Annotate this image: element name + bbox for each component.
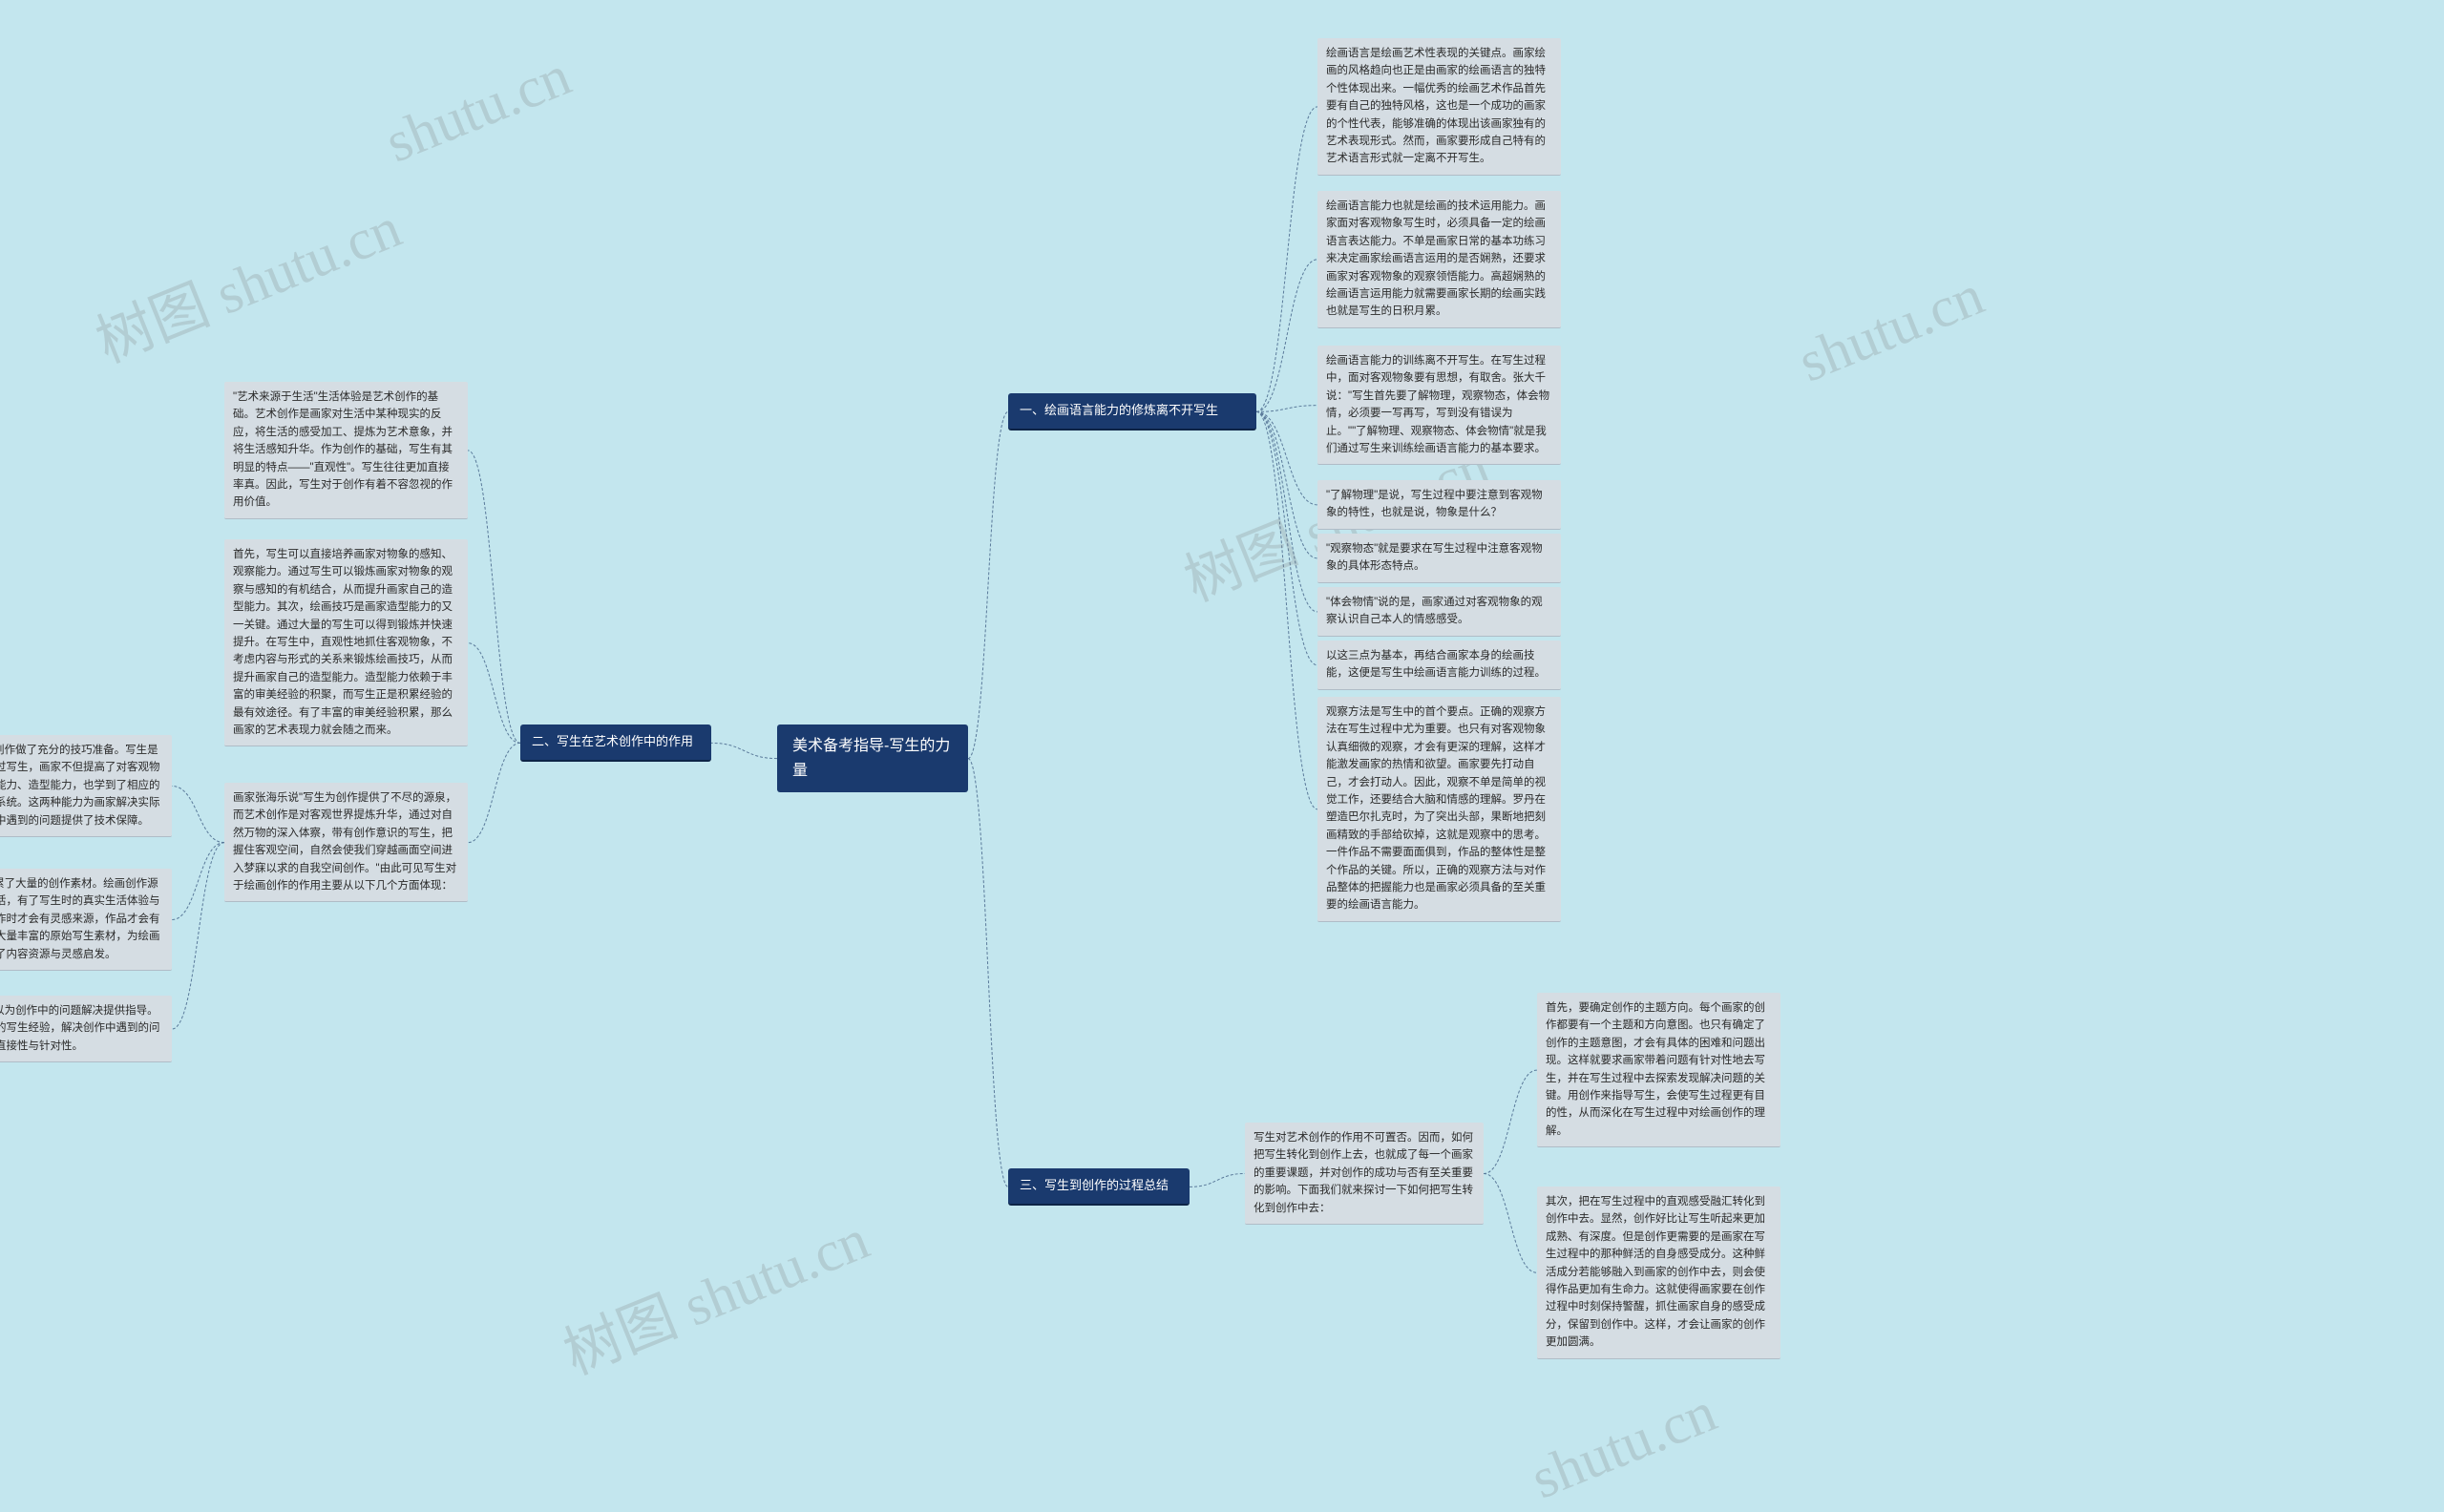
leaf-b1l4: "了解物理"是说，写生过程中要注意到客观物象的特性，也就是说，物象是什么？ [1317,480,1561,530]
watermark-0: 树图 shutu.cn [82,181,411,379]
watermark-1: shutu.cn [376,43,579,177]
leaf-b1l5: "观察物态"就是要求在写生过程中注意客观物象的具体形态特点。 [1317,534,1561,583]
leaf-b2l3b: 2.写生积累了大量的创作素材。绘画创作源于基本生活，有了写生时的真实生活体验与感… [0,869,172,971]
leaf-b1l8: 观察方法是写生中的首个要点。正确的观察方法在写生过程中尤为重要。也只有对客观物象… [1317,697,1561,922]
leaf-b2l2: 首先，写生可以直接培养画家对物象的感知、观察能力。通过写生可以锻炼画家对物象的观… [224,539,468,746]
leaf-b1l2: 绘画语言能力也就是绘画的技术运用能力。画家面对客观物象写生时，必须具备一定的绘画… [1317,191,1561,328]
leaf-b3l1: 写生对艺术创作的作用不可置否。因而，如何把写生转化到创作上去，也就成了每一个画家… [1245,1123,1484,1225]
leaf-b2l1: "艺术来源于生活"生活体验是艺术创作的基础。艺术创作是画家对生活中某种现实的反应… [224,382,468,519]
watermark-3: shutu.cn [1522,1379,1725,1512]
leaf-b1l7: 以这三点为基本，再结合画家本身的绘画技能，这便是写生中绘画语言能力训练的过程。 [1317,640,1561,690]
leaf-b1l1: 绘画语言是绘画艺术性表现的关键点。画家绘画的风格趋向也正是由画家的绘画语言的独特… [1317,38,1561,176]
leaf-b2l3c: 3.写生可以为创作中的问题解决提供指导。有了丰富的写生经验，解决创作中遇到的问题… [0,996,172,1062]
leaf-b3l1a: 首先，要确定创作的主题方向。每个画家的创作都要有一个主题和方向意图。也只有确定了… [1537,993,1780,1147]
leaf-b2l3: 画家张海乐说"写生为创作提供了不尽的源泉，而艺术创作是对客观世界提炼升华，通过对… [224,783,468,902]
root-node: 美术备考指导-写生的力量 [777,724,968,792]
leaf-b3l1b: 其次，把在写生过程中的直观感受融汇转化到创作中去。显然，创作好比让写生听起来更加… [1537,1186,1780,1359]
branch-b2: 二、写生在艺术创作中的作用 [520,724,711,762]
leaf-b1l6: "体会物情"说的是，画家通过对客观物象的观察认识自己本人的情感感受。 [1317,587,1561,637]
leaf-b2l3a: 1.写生为创作做了充分的技巧准备。写生是基础，通过写生，画家不但提高了对客观物象… [0,735,172,837]
watermark-2: 树图 shutu.cn [550,1193,879,1391]
branch-b1: 一、绘画语言能力的修炼离不开写生 [1008,393,1256,430]
watermark-5: shutu.cn [1789,262,1992,396]
leaf-b1l3: 绘画语言能力的训练离不开写生。在写生过程中，面对客观物象要有思想，有取舍。张大千… [1317,346,1561,465]
branch-b3: 三、写生到创作的过程总结 [1008,1168,1190,1206]
